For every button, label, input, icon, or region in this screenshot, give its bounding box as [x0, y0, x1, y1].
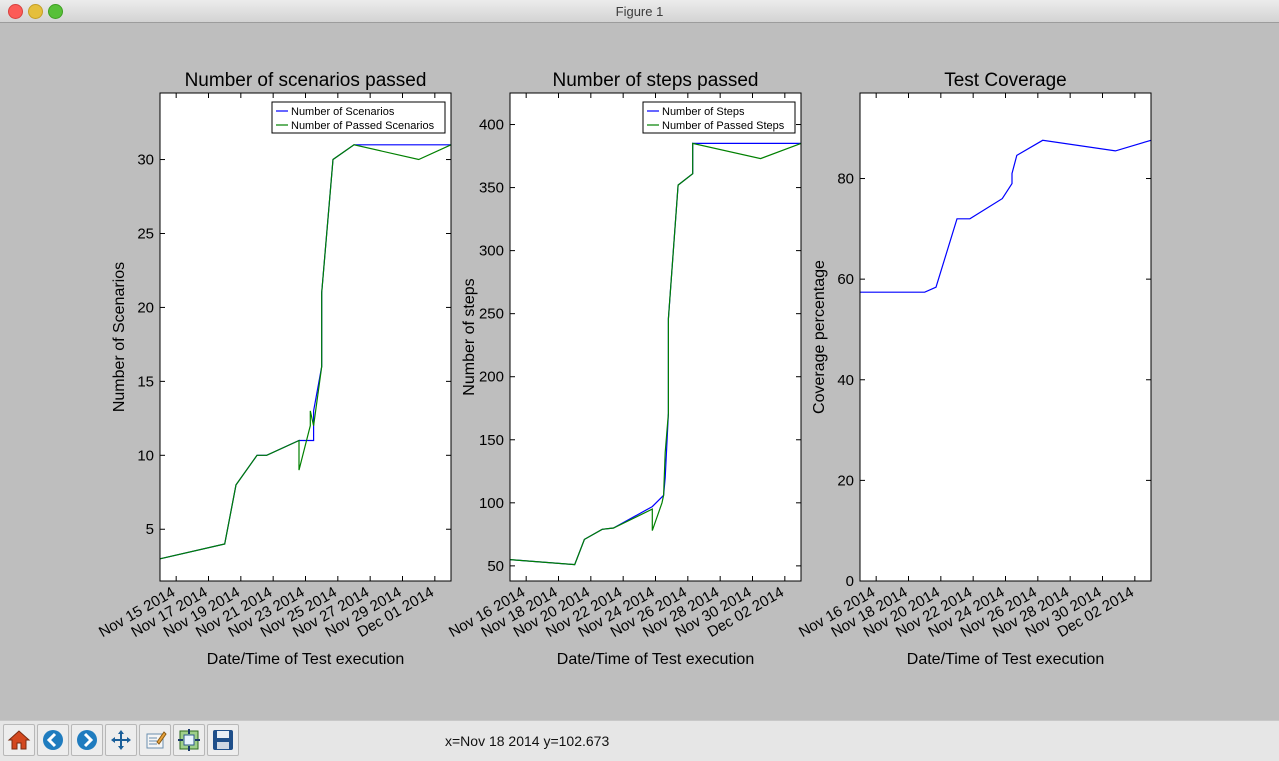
y-tick-label: 250 [479, 306, 504, 323]
y-tick-label: 50 [487, 558, 504, 575]
y-tick-label: 400 [479, 117, 504, 134]
y-tick-label: 20 [837, 472, 854, 489]
y-tick-label: 100 [479, 495, 504, 512]
y-tick-label: 350 [479, 180, 504, 197]
y-axis-label: Number of Scenarios [111, 262, 128, 412]
home-icon [7, 730, 31, 750]
y-tick-label: 150 [479, 432, 504, 449]
back-button[interactable] [37, 724, 69, 756]
window-title: Figure 1 [615, 4, 664, 19]
subplots-icon [178, 729, 200, 751]
y-tick-label: 10 [137, 447, 154, 464]
plot-area [510, 93, 801, 581]
cursor-coordinates-readout: x=Nov 18 2014 y=102.673 [445, 733, 610, 749]
y-axis-label: Number of steps [461, 278, 478, 395]
legend-label: Number of Scenarios [291, 106, 395, 118]
x-axis-label: Date/Time of Test execution [207, 651, 404, 668]
y-tick-label: 40 [837, 372, 854, 389]
plot-frame [159, 92, 452, 582]
navigation-toolbar: x=Nov 18 2014 y=102.673 [0, 720, 1279, 761]
y-tick-label: 0 [846, 573, 854, 590]
legend: Number of Scenarios Number of Passed Scen… [271, 101, 446, 134]
y-tick-label: 25 [137, 225, 154, 242]
legend-label: Number of Steps [662, 106, 745, 118]
y-tick-label: 30 [137, 152, 154, 169]
zoom-rect-icon [146, 731, 167, 749]
legend-box [271, 101, 446, 134]
chart-title: Test Coverage [944, 70, 1067, 91]
legend: Number of Steps Number of Passed Steps [642, 101, 796, 134]
series-line-2 [159, 144, 452, 560]
forward-button[interactable] [71, 724, 103, 756]
legend-label: Number of Passed Scenarios [291, 120, 435, 132]
pan-icon [111, 730, 131, 750]
save-button[interactable] [207, 724, 239, 756]
y-tick-label: 60 [837, 271, 854, 288]
plot-frame [859, 92, 1152, 582]
x-axis-label: Date/Time of Test execution [557, 651, 754, 668]
minimize-window-button[interactable] [28, 4, 43, 19]
forward-arrow-icon [77, 730, 97, 750]
legend-label: Number of Passed Steps [662, 120, 785, 132]
chart-title: Number of steps passed [553, 70, 759, 91]
y-tick-label: 15 [137, 373, 154, 390]
plot-frame [509, 92, 802, 582]
y-axis-label: Coverage percentage [811, 260, 828, 414]
y-tick-label: 20 [137, 299, 154, 316]
back-arrow-icon [43, 730, 63, 750]
y-tick-label: 200 [479, 369, 504, 386]
save-icon [213, 730, 233, 750]
series-line-2 [509, 142, 802, 566]
home-button[interactable] [3, 724, 35, 756]
zoom-window-button[interactable] [48, 4, 63, 19]
y-tick-label: 300 [479, 243, 504, 260]
close-window-button[interactable] [8, 4, 23, 19]
plot-area [860, 93, 1151, 581]
chart-title: Number of scenarios passed [185, 70, 427, 91]
subplots-button[interactable] [173, 724, 205, 756]
plot-area [160, 93, 451, 581]
y-tick-label: 5 [146, 521, 154, 538]
series-line-1 [860, 139, 1152, 293]
zoom-button[interactable] [139, 724, 171, 756]
y-tick-label: 80 [837, 171, 854, 188]
x-axis-label: Date/Time of Test execution [907, 651, 1104, 668]
pan-button[interactable] [105, 724, 137, 756]
window-titlebar: Figure 1 [0, 0, 1279, 23]
legend-box [642, 101, 796, 134]
